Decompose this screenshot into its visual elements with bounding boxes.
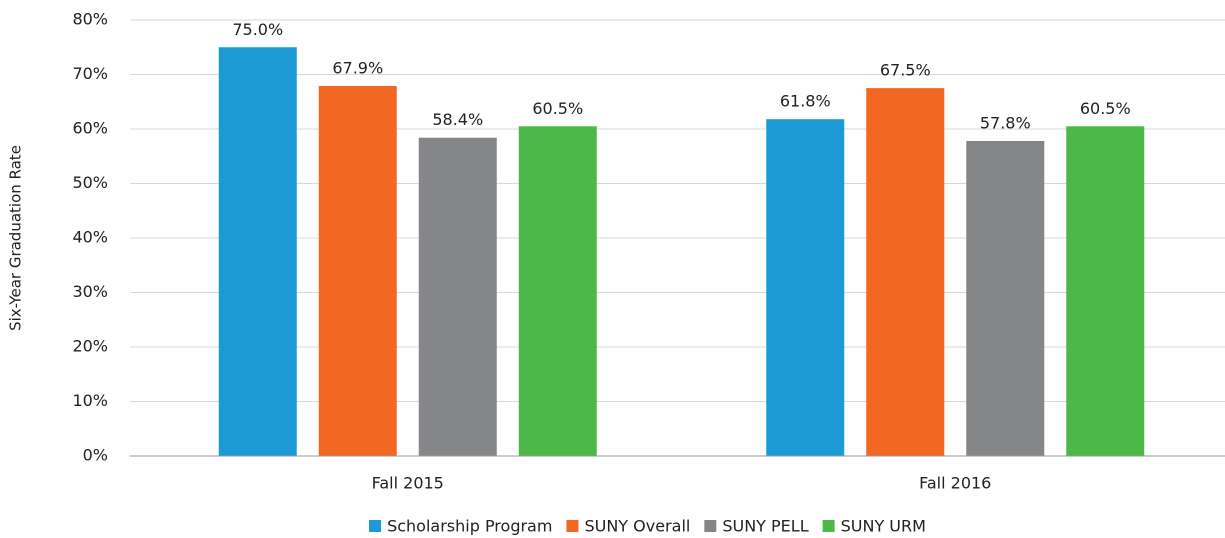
legend-swatch <box>566 520 579 532</box>
x-tick-label: Fall 2016 <box>919 474 991 493</box>
legend-label: SUNY URM <box>841 517 926 536</box>
bar <box>966 140 1045 457</box>
data-label: 60.5% <box>532 99 583 118</box>
x-tick-label: Fall 2015 <box>372 474 444 493</box>
y-tick-label: 20% <box>72 337 108 356</box>
legend-label: SUNY PELL <box>722 517 808 536</box>
legend-swatch <box>822 520 835 532</box>
data-label: 67.9% <box>332 58 383 77</box>
bar <box>218 47 297 456</box>
y-tick-label: 50% <box>72 173 108 192</box>
data-label: 61.8% <box>780 92 831 111</box>
data-label: 57.8% <box>980 113 1031 132</box>
y-axis-title: Six-Year Graduation Rate <box>7 145 25 331</box>
y-tick-label: 80% <box>72 10 108 29</box>
y-tick-label: 60% <box>72 119 108 138</box>
y-tick-label: 70% <box>72 64 108 83</box>
legend-label: SUNY Overall <box>584 517 690 536</box>
data-label: 58.4% <box>432 110 483 129</box>
data-label: 75.0% <box>232 20 283 39</box>
bar <box>518 126 597 457</box>
y-tick-label: 0% <box>83 446 108 465</box>
bar <box>318 85 397 456</box>
bar <box>866 88 945 456</box>
data-label: 60.5% <box>1080 99 1131 118</box>
bar <box>766 119 845 456</box>
y-tick-label: 40% <box>72 228 108 247</box>
bar <box>1066 126 1145 457</box>
legend-label: Scholarship Program <box>387 517 552 536</box>
y-tick-label: 30% <box>72 282 108 301</box>
legend-swatch <box>704 520 717 532</box>
data-label: 67.5% <box>880 61 931 80</box>
y-tick-label: 10% <box>72 391 108 410</box>
legend-swatch <box>369 520 382 532</box>
bar <box>418 137 497 456</box>
